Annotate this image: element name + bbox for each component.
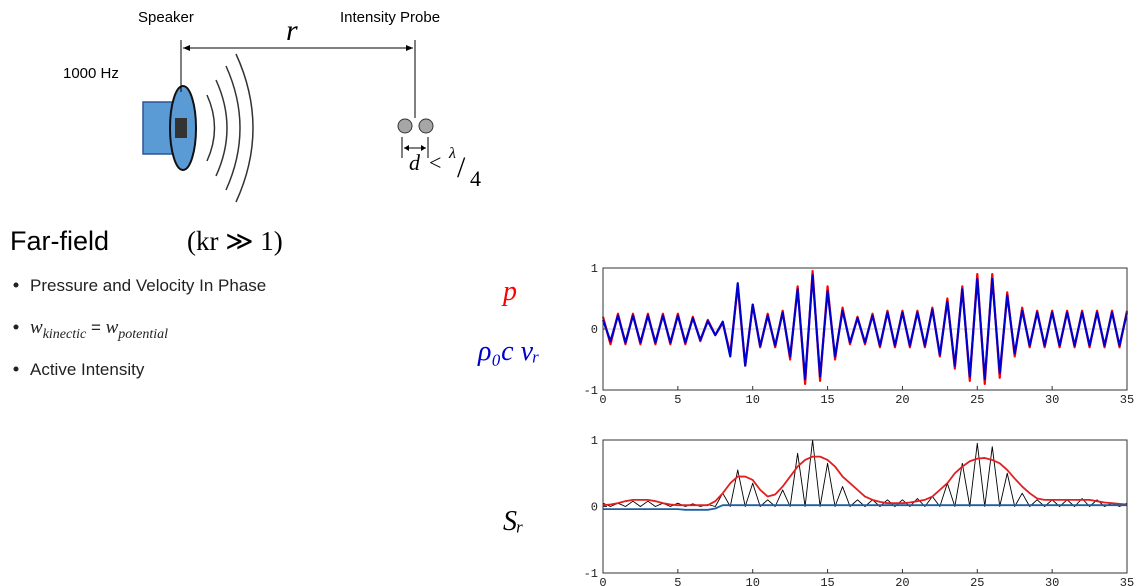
x-tick-label: 10 <box>746 576 760 586</box>
spacing-d: d <box>409 150 421 175</box>
legend-label: Sᵣ <box>503 506 524 537</box>
x-tick-label: 15 <box>820 393 834 407</box>
x-tick-label: 35 <box>1120 576 1134 586</box>
y-tick-label: 0 <box>591 501 598 515</box>
speaker-body <box>142 101 174 155</box>
probe-label: Intensity Probe <box>340 9 440 26</box>
probe-mic <box>397 118 413 134</box>
math-sub: potential <box>117 327 168 342</box>
y-tick-label: 0 <box>591 323 598 337</box>
wave <box>225 65 241 191</box>
x-tick-label: 0 <box>599 393 606 407</box>
speaker-icon <box>142 53 254 203</box>
bullet-text: wkinectic = wpotential <box>30 317 168 342</box>
legend-label: ρ₀c vᵣ <box>477 336 540 367</box>
spacing-slash: / <box>457 151 466 184</box>
x-tick-label: 25 <box>970 393 984 407</box>
probe-mic <box>418 118 434 134</box>
series-line <box>602 455 1128 507</box>
x-tick-label: 15 <box>820 576 834 586</box>
y-tick-label: 1 <box>591 434 598 448</box>
bullet-text: Pressure and Velocity In Phase <box>30 276 266 295</box>
series-line <box>603 504 1127 511</box>
y-tick-label: 1 <box>591 262 598 276</box>
bullet <box>13 324 19 330</box>
math-sub: kinectic <box>43 327 87 342</box>
math-w: w <box>30 317 43 338</box>
x-tick-label: 20 <box>895 576 909 586</box>
bullet <box>13 282 19 288</box>
section-condition: (kr ≫ 1) <box>187 226 283 256</box>
series-line <box>601 274 1129 381</box>
math-eq: = <box>86 318 105 337</box>
wave <box>206 94 216 162</box>
x-tick-label: 10 <box>746 393 760 407</box>
frequency-label: 1000 Hz <box>63 65 119 82</box>
speaker-magnet <box>175 118 187 138</box>
x-tick-label: 25 <box>970 576 984 586</box>
x-tick-label: 5 <box>674 393 681 407</box>
wave <box>235 53 254 203</box>
legend-label: p <box>501 276 517 307</box>
bullet-text: Active Intensity <box>30 360 145 379</box>
spacing-less: < <box>429 150 441 175</box>
x-tick-label: 20 <box>895 393 909 407</box>
wave <box>215 79 228 177</box>
math-w: w <box>106 317 119 338</box>
arrow-heads <box>404 145 426 151</box>
y-tick-label: -1 <box>584 567 598 581</box>
spacing-four: 4 <box>470 166 481 191</box>
bullet <box>13 366 19 372</box>
x-tick-label: 5 <box>674 576 681 586</box>
y-tick-label: -1 <box>584 384 598 398</box>
spacing-lambda: λ <box>448 145 456 162</box>
x-tick-label: 30 <box>1045 393 1059 407</box>
distance-label: r <box>286 14 298 47</box>
x-tick-label: 30 <box>1045 576 1059 586</box>
x-tick-label: 35 <box>1120 393 1134 407</box>
section-title: Far-field <box>10 226 109 256</box>
speaker-label: Speaker <box>138 9 194 26</box>
x-tick-label: 0 <box>599 576 606 586</box>
